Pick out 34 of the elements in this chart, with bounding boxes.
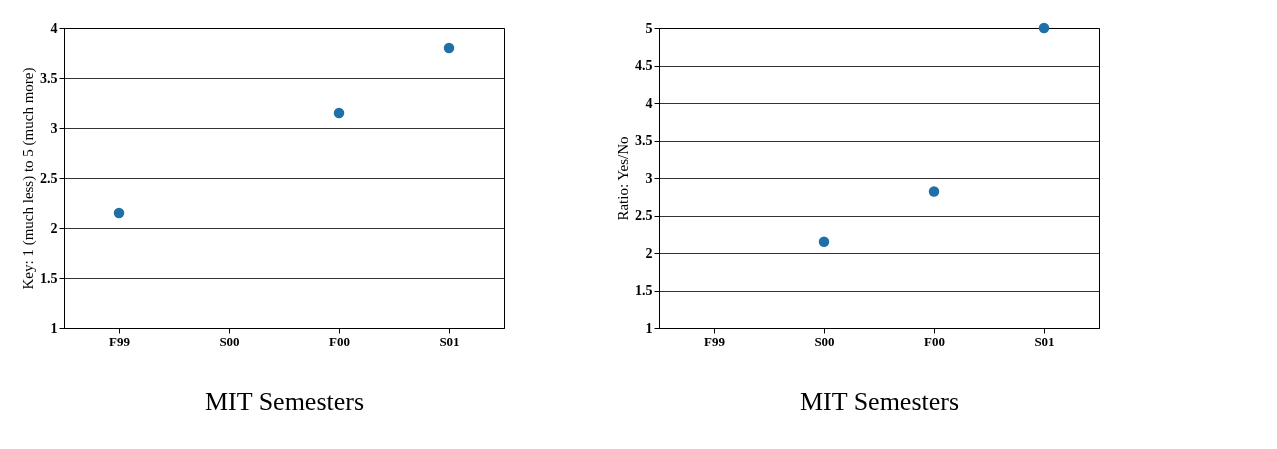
x-tick-label: F99	[704, 333, 726, 349]
x-tick-label: S01	[1034, 333, 1055, 349]
y-tick-label: 5	[645, 20, 653, 36]
y-tick-label: 4	[50, 20, 58, 36]
y-tick-label: 2	[645, 245, 653, 261]
y-tick-label: 3	[50, 120, 58, 136]
y-tick-label: 3.5	[40, 70, 58, 86]
y-tick-label: 3.5	[635, 133, 653, 148]
point	[1038, 22, 1050, 34]
x-tick-label: F99	[109, 333, 131, 349]
x-axis-title: MIT Semesters	[204, 386, 365, 416]
y-tick-label: 2	[50, 220, 58, 236]
point	[113, 207, 125, 219]
point	[928, 186, 940, 197]
y-axis-title: Ratio: Yes/No	[615, 136, 631, 221]
y-tick-label: 1.5	[40, 270, 58, 286]
y-axis-title: Key: 1 (much less) to 5 (much more)	[20, 67, 37, 290]
x-tick-label: S01	[439, 333, 460, 349]
y-tick-label: 4.5	[635, 58, 653, 73]
x-tick-label: F00	[924, 333, 945, 349]
y-tick-label: 1	[50, 320, 58, 336]
x-tick-label: S00	[219, 333, 240, 349]
y-tick-label: 2.5	[635, 208, 653, 223]
y-tick-label: 1	[645, 320, 653, 336]
y-tick-label: 1.5	[635, 283, 653, 298]
x-tick-label: S00	[814, 333, 835, 349]
x-axis-title: MIT Semesters	[799, 386, 960, 416]
point	[333, 107, 345, 119]
y-tick-label: 2.5	[40, 170, 58, 186]
point	[443, 42, 455, 54]
y-tick-label: 4	[645, 95, 653, 111]
y-tick-label: 3	[645, 170, 653, 186]
x-tick-label: F00	[329, 333, 350, 349]
point	[818, 236, 830, 247]
